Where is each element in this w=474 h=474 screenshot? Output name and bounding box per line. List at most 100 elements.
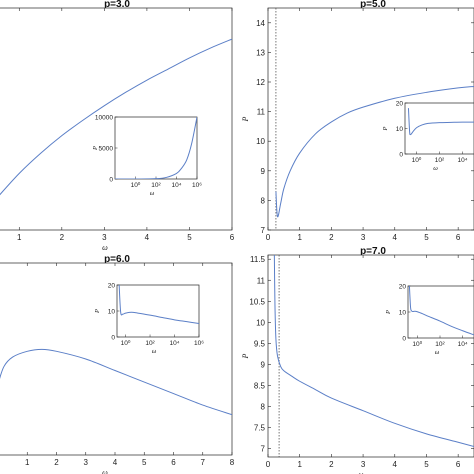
inset-x-tick-label: 10⁶	[194, 340, 204, 347]
x-tick-label: 3	[84, 458, 89, 467]
inset-x-tick-label: 10⁰	[412, 156, 422, 164]
inset-plot: 10⁰ 10² 10⁴ 0 10 20 ω P	[382, 101, 474, 172]
x-tick-label: 4	[393, 233, 398, 242]
inset-plot: 10⁰ 10² 10⁴ 10⁶ 0 5000 10000 ω P	[92, 115, 202, 198]
chart-panel-4: p=7.0012345677.588.599.51010.51111.5ωP10…	[241, 246, 474, 474]
y-tick-label: 11.5	[250, 255, 266, 264]
inset-x-tick-label: 10⁰	[131, 181, 141, 189]
inset-x-tick-label: 10⁴	[457, 157, 467, 164]
x-tick-label: 3	[361, 233, 366, 242]
plot-frame	[267, 254, 474, 458]
x-tick-label: 6	[456, 233, 461, 242]
y-tick-label: 7	[261, 445, 266, 454]
chart-panel-1: p=3.0 1 2 3 4 5 6 ω 10⁰ 10² 10⁴ 10⁶ 0 5000 10000 ω P	[0, 0, 235, 252]
inset-x-tick-label: 10²	[145, 340, 155, 347]
inset-x-tick-label: 10²	[151, 182, 161, 189]
series-line	[275, 85, 474, 218]
inset-y-tick-label: 20	[399, 284, 407, 291]
x-tick-label: 6	[171, 458, 176, 467]
y-tick-label: 8	[261, 196, 266, 205]
y-tick-label: 9	[261, 167, 266, 176]
inset-x-tick-label: 10⁴	[458, 341, 468, 348]
y-tick-label: 10	[256, 137, 265, 146]
y-tick-label: 9.5	[254, 339, 266, 348]
x-tick-label: 5	[424, 460, 429, 469]
chart-panel-3: p=6.0 1 2 3 4 5 6 7 8 ω 10⁰ 10² 10⁴ 10⁶ 0 10 20 ω P	[0, 254, 235, 474]
inset-x-tick-label: 10⁴	[170, 340, 180, 347]
inset-series-line	[118, 285, 199, 324]
inset-y-axis-label: P	[94, 309, 101, 314]
y-tick-label: 10	[256, 318, 265, 327]
y-tick-label: 8	[261, 403, 266, 412]
x-tick-label: 0	[266, 460, 271, 469]
x-tick-label: 4	[113, 458, 118, 467]
y-tick-label: 14	[256, 19, 265, 28]
x-axis-label: ω	[358, 470, 364, 474]
x-tick-label: 2	[329, 460, 334, 469]
inset-y-tick-label: 10	[396, 126, 404, 133]
x-tick-label: 4	[145, 233, 150, 242]
inset-x-axis-label: ω	[152, 348, 157, 355]
y-tick-label: 7	[261, 226, 266, 235]
y-tick-label: 9	[261, 360, 266, 369]
inset-y-tick-label: 20	[108, 283, 116, 290]
inset-y-axis-label: P	[385, 310, 392, 315]
x-tick-label: 3	[361, 460, 366, 469]
inset-y-axis-label: P	[92, 146, 99, 151]
y-tick-label: 10.5	[249, 297, 265, 306]
chart-title: p=5.0	[360, 0, 386, 10]
inset-x-axis-label: ω	[435, 349, 440, 356]
x-tick-label: 2	[60, 233, 65, 242]
inset-y-tick-label: 0	[399, 152, 403, 159]
inset-y-axis-label: P	[382, 126, 389, 131]
inset-frame	[114, 116, 198, 180]
y-axis-label: P	[241, 116, 250, 122]
inset-x-tick-label: 10⁰	[121, 339, 131, 347]
inset-plot: 10⁰ 10² 10⁴ 10⁶ 0 10 20 ω P	[94, 283, 204, 356]
x-tick-label: 8	[230, 458, 235, 467]
inset-x-tick-label: 10⁶	[192, 182, 202, 189]
inset-y-tick-label: 0	[111, 335, 115, 342]
inset-x-tick-label: 10⁰	[412, 340, 422, 348]
x-tick-label: 6	[456, 460, 461, 469]
x-tick-label: 2	[329, 233, 334, 242]
x-axis-label: ω	[102, 243, 108, 252]
inset-plot: 10⁰ 10² 10⁴ 0 10 20 ω P	[385, 284, 474, 356]
inset-series-line	[115, 117, 197, 179]
inset-y-tick-label: 20	[396, 101, 404, 108]
inset-y-tick-label: 10	[108, 309, 116, 316]
x-tick-label: 0	[266, 233, 271, 242]
inset-x-tick-label: 10²	[435, 157, 445, 164]
inset-series-line	[408, 286, 474, 336]
inset-y-tick-label: 10	[399, 310, 407, 317]
x-tick-label: 1	[297, 233, 302, 242]
inset-x-tick-label: 10²	[435, 341, 445, 348]
y-axis-label: P	[241, 353, 250, 359]
x-axis-label: ω	[102, 468, 108, 474]
series-line	[0, 348, 232, 416]
inset-x-axis-label: ω	[150, 190, 155, 197]
chart-title: p=6.0	[104, 254, 130, 265]
series-line	[0, 38, 232, 196]
y-tick-label: 13	[256, 48, 265, 57]
inset-series-line	[407, 108, 474, 136]
y-tick-label: 11	[257, 276, 266, 285]
x-tick-label: 2	[54, 458, 59, 467]
x-tick-label: 1	[25, 458, 30, 467]
x-tick-label: 5	[424, 233, 429, 242]
x-tick-label: 5	[187, 233, 192, 242]
inset-frame	[407, 285, 474, 339]
x-tick-label: 7	[201, 458, 206, 467]
x-tick-label: 6	[230, 233, 235, 242]
chart-title: p=7.0	[360, 246, 386, 257]
x-tick-label: 5	[142, 458, 147, 467]
inset-y-tick-label: 5000	[99, 146, 114, 153]
y-tick-label: 7.5	[254, 424, 266, 433]
x-tick-label: 1	[297, 460, 302, 469]
inset-frame	[116, 284, 200, 338]
y-tick-label: 8.5	[254, 381, 266, 390]
x-tick-label: 3	[102, 233, 107, 242]
series-line	[273, 255, 474, 447]
